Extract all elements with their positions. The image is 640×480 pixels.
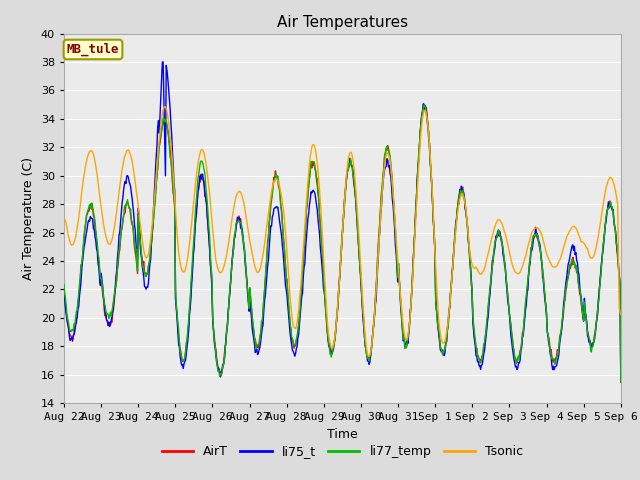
Legend: AirT, li75_t, li77_temp, Tsonic: AirT, li75_t, li77_temp, Tsonic bbox=[157, 441, 528, 464]
li75_t bbox=[214, 366, 222, 372]
AirT bbox=[70, 331, 78, 336]
AirT bbox=[184, 330, 192, 336]
Title: Air Temperatures: Air Temperatures bbox=[277, 15, 408, 30]
AirT bbox=[127, 218, 135, 224]
X-axis label: Time: Time bbox=[327, 428, 358, 441]
Tsonic bbox=[214, 266, 222, 272]
li77_temp bbox=[420, 102, 428, 108]
li77_temp bbox=[214, 364, 221, 370]
li75_t bbox=[411, 228, 419, 234]
li77_temp bbox=[428, 171, 435, 177]
Line: li75_t: li75_t bbox=[64, 62, 621, 382]
Tsonic bbox=[127, 156, 135, 161]
AirT bbox=[419, 102, 427, 108]
Tsonic bbox=[185, 248, 193, 253]
Tsonic bbox=[412, 220, 419, 226]
Tsonic bbox=[70, 240, 78, 245]
li75_t bbox=[159, 59, 166, 65]
AirT bbox=[410, 243, 418, 249]
AirT bbox=[214, 361, 221, 367]
Line: li77_temp: li77_temp bbox=[64, 105, 621, 382]
Tsonic bbox=[617, 312, 625, 317]
li77_temp bbox=[127, 216, 135, 222]
li75_t bbox=[127, 190, 135, 196]
li75_t bbox=[185, 328, 193, 334]
li75_t bbox=[60, 291, 68, 297]
Y-axis label: Air Temperature (C): Air Temperature (C) bbox=[22, 157, 35, 280]
Text: MB_tule: MB_tule bbox=[67, 43, 119, 56]
li77_temp bbox=[70, 321, 78, 327]
AirT bbox=[60, 287, 68, 292]
Tsonic bbox=[428, 180, 436, 186]
Tsonic bbox=[365, 354, 372, 360]
Line: AirT: AirT bbox=[64, 105, 621, 382]
li77_temp bbox=[60, 282, 68, 288]
AirT bbox=[617, 379, 625, 385]
Line: Tsonic: Tsonic bbox=[64, 107, 621, 357]
Tsonic bbox=[161, 104, 168, 109]
li75_t bbox=[428, 169, 435, 175]
AirT bbox=[428, 171, 435, 177]
li77_temp bbox=[617, 379, 625, 385]
li77_temp bbox=[184, 324, 192, 330]
li77_temp bbox=[410, 245, 418, 251]
Tsonic bbox=[60, 216, 68, 222]
li75_t bbox=[70, 332, 78, 337]
li75_t bbox=[617, 379, 625, 385]
